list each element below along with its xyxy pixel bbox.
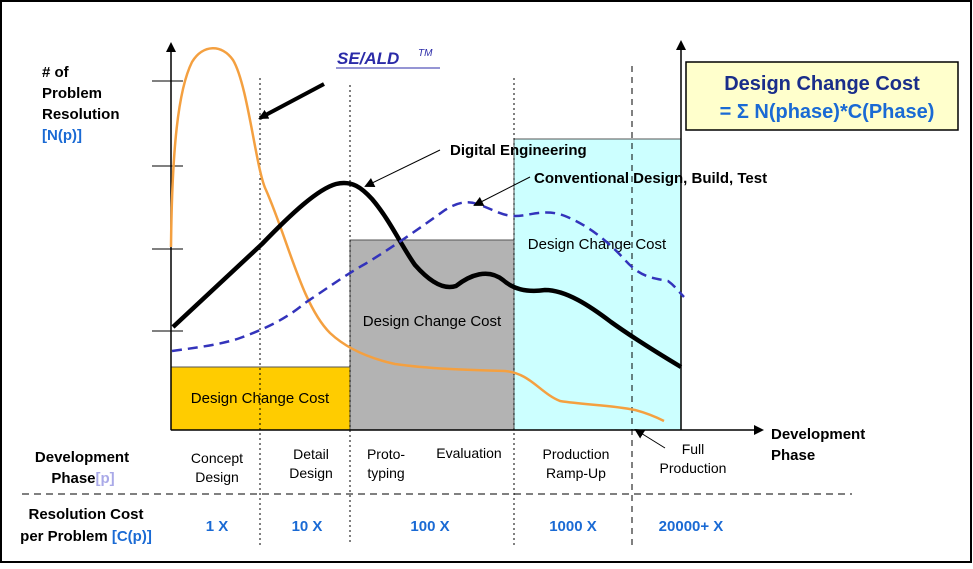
se-ald-label: SE/ALD xyxy=(337,49,399,68)
y-axis-symbol: [N(p)] xyxy=(42,127,82,144)
cost-production: 1000 X xyxy=(549,518,597,535)
se-ald-arrow xyxy=(258,82,325,120)
cost-box-production-label: Design Change Cost xyxy=(528,236,667,253)
cost-concept: 1 X xyxy=(206,518,229,535)
cost-row-label-line2: per Problem [C(p)] xyxy=(20,528,152,545)
digital-engineering-label: Digital Engineering xyxy=(450,142,587,159)
phase-dividers xyxy=(259,78,515,545)
phase-detail-line2: Design xyxy=(289,465,333,481)
title-box-title: Design Change Cost xyxy=(724,73,920,95)
digital-engineering-curve xyxy=(171,180,683,369)
conventional-arrow xyxy=(473,176,531,206)
title-box-formula: = Σ N(phase)*C(Phase) xyxy=(720,101,935,123)
y-axis-label-line2: Problem xyxy=(42,85,102,102)
conventional-label: Conventional Design, Build, Test xyxy=(534,170,767,187)
cost-row-label: Resolution Cost xyxy=(29,506,144,523)
phase-proto-line1: Proto- xyxy=(367,446,405,462)
phase-row-label: Development xyxy=(35,449,129,466)
phase-production-line2: Ramp-Up xyxy=(546,465,606,481)
phase-evaluation: Evaluation xyxy=(436,445,501,461)
phase-concept-line1: Concept xyxy=(191,450,243,466)
phase-production-line1: Production xyxy=(543,446,610,462)
full-production-arrow xyxy=(634,428,666,449)
digital-arrow xyxy=(364,149,441,187)
title-box xyxy=(685,61,959,131)
phase-row-label-line2: Phase[p] xyxy=(51,470,114,487)
cost-box-prototype-label: Design Change Cost xyxy=(363,313,502,330)
cost-detail: 10 X xyxy=(292,518,323,535)
phase-concept-line2: Design xyxy=(195,469,239,485)
se-ald-curve xyxy=(169,47,665,423)
cost-full: 20000+ X xyxy=(659,518,724,535)
x-axis-label-line1: Development xyxy=(771,426,865,443)
phase-detail-line1: Detail xyxy=(293,446,329,462)
se-ald-tm: TM xyxy=(418,48,433,59)
phase-full-line1: Full xyxy=(682,441,705,457)
x-axis-label-line2: Phase xyxy=(771,447,815,464)
y-axis-label-line3: Resolution xyxy=(42,106,120,123)
cost-box-prototype xyxy=(349,239,515,431)
phase-proto-line2: typing xyxy=(367,465,404,481)
y-axis-ticks xyxy=(152,80,183,332)
phase-full-line2: Production xyxy=(660,460,727,476)
y-axis-label-line1: # of xyxy=(42,64,70,81)
cost-proto-eval: 100 X xyxy=(410,518,449,535)
